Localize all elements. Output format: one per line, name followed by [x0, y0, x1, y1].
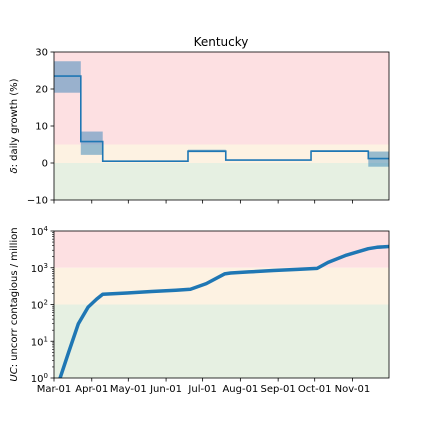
zone-yellow [54, 144, 389, 163]
y-tick-label: 100 [31, 372, 48, 385]
uncertainty-band [54, 61, 81, 93]
x-tick-label: Nov-01 [335, 384, 371, 395]
growth-step-line [54, 75, 389, 162]
contagious-chart: 100 101 102 103 104 Mar-01 Apr-01 May-01 Jun-01 J… [9, 225, 390, 395]
y-tick-label: 101 [31, 335, 48, 348]
y-tick-label: 20 [35, 85, 48, 96]
y-axis-title: δ: daily growth (%) [9, 78, 20, 173]
chart-title: Kentucky [194, 35, 249, 49]
zone-red [54, 52, 389, 145]
x-tick-label: Jun-01 [149, 384, 182, 395]
y-axis-title: UC: uncorr contagious / million [9, 227, 20, 381]
y-tick-label: 0 [42, 159, 48, 170]
y-tick-label: 30 [35, 48, 48, 59]
y-tick-label: −10 [27, 196, 48, 207]
x-tick-label: Oct-01 [298, 384, 332, 395]
x-tick-label: Sep-01 [261, 384, 296, 395]
x-tick-label: Jul-01 [187, 384, 216, 395]
growth-series [54, 61, 389, 167]
x-tick-label: Aug-01 [222, 384, 258, 395]
x-tick-label: Apr-01 [75, 384, 108, 395]
y-tick-label: 104 [31, 225, 49, 238]
zone-green [54, 304, 389, 378]
y-tick-label: 10 [35, 122, 48, 133]
x-tick-label: May-01 [110, 384, 147, 395]
x-tick-label: Mar-01 [37, 384, 72, 395]
uncertainty-band [80, 131, 103, 155]
zone-yellow [54, 267, 389, 305]
zone-red [54, 231, 389, 268]
growth-chart: −10 0 10 20 30 δ: daily growth (%) [9, 48, 390, 207]
contagious-line [58, 244, 389, 378]
y-tick-label: 102 [31, 299, 48, 312]
zone-green [54, 163, 389, 200]
contagious-series [58, 244, 389, 378]
y-tick-label: 103 [31, 262, 48, 275]
